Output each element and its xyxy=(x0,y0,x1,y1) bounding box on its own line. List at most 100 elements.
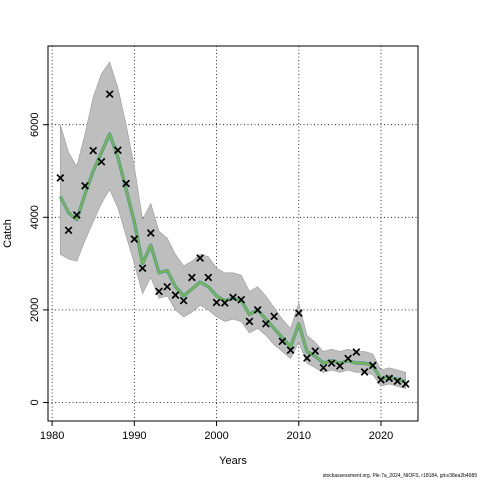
x-tick-label: 2020 xyxy=(369,430,393,442)
observed-point-stroke xyxy=(401,380,410,388)
observed-point xyxy=(89,146,98,155)
observed-point-stroke xyxy=(229,293,237,302)
observed-point xyxy=(163,282,172,291)
observed-point xyxy=(352,348,361,356)
observed-point-stroke xyxy=(270,312,279,321)
observed-point xyxy=(122,179,131,188)
observed-point-stroke xyxy=(171,291,180,299)
observed-point xyxy=(344,354,353,363)
observed-point xyxy=(204,273,213,282)
observed-point-stroke xyxy=(311,347,320,355)
observed-point-stroke xyxy=(327,359,336,368)
observed-point-stroke xyxy=(253,305,262,314)
observed-point xyxy=(393,377,402,386)
observed-point xyxy=(179,296,188,305)
observed-point-stroke xyxy=(138,264,147,273)
observed-point-stroke xyxy=(72,211,81,219)
observed-point-stroke xyxy=(360,368,369,376)
observed-point-stroke xyxy=(261,319,270,328)
observed-point-stroke xyxy=(319,363,328,372)
x-tick-label: 1980 xyxy=(40,430,64,442)
observed-point xyxy=(155,287,163,296)
observed-point-stroke xyxy=(278,337,287,346)
observed-point-stroke xyxy=(335,362,344,370)
observed-point xyxy=(377,375,385,384)
grid-lines xyxy=(48,46,418,421)
observed-point xyxy=(196,254,205,262)
confidence-band xyxy=(60,61,406,389)
observed-point xyxy=(97,157,106,166)
observed-point-stroke xyxy=(122,179,131,188)
observed-point-stroke xyxy=(105,90,114,99)
observed-point xyxy=(171,291,180,299)
observed-point xyxy=(237,295,246,304)
observed-point-stroke xyxy=(89,146,98,155)
observed-point xyxy=(146,229,155,237)
observed-point xyxy=(253,305,262,314)
observed-point-stroke xyxy=(56,174,65,182)
observed-point xyxy=(64,226,73,235)
observed-point xyxy=(311,347,320,355)
observed-point-stroke xyxy=(146,229,155,237)
source-caption: stockassessment.org, Ple.7a_2024_NIOFS, … xyxy=(323,473,477,479)
y-axis-title: Catch xyxy=(2,219,14,248)
observed-point-stroke xyxy=(113,146,122,155)
observed-point xyxy=(294,309,303,318)
observed-point xyxy=(385,374,394,383)
observed-point xyxy=(270,312,279,321)
observed-point xyxy=(113,146,122,155)
observed-point xyxy=(303,354,311,362)
observed-point xyxy=(245,317,254,326)
observed-point xyxy=(229,293,237,302)
plot-frame xyxy=(47,45,419,422)
observed-point xyxy=(81,181,89,190)
x-tick-label: 2010 xyxy=(287,430,311,442)
observed-point xyxy=(220,299,229,307)
observed-point-stroke xyxy=(155,287,163,296)
observed-point-stroke xyxy=(286,346,295,355)
observed-point xyxy=(319,363,328,372)
observed-point-stroke xyxy=(245,317,254,326)
observed-point xyxy=(72,211,81,219)
y-tick-label: 4000 xyxy=(29,205,41,229)
observed-point-stroke xyxy=(187,273,196,282)
observed-point xyxy=(286,346,295,355)
observed-point xyxy=(368,361,377,370)
observed-point-stroke xyxy=(130,235,139,243)
observed-point-stroke xyxy=(303,354,311,362)
observed-point-stroke xyxy=(179,296,188,305)
observed-point xyxy=(327,359,336,368)
observed-point-stroke xyxy=(237,295,246,304)
observed-point-stroke xyxy=(204,273,213,282)
observed-point xyxy=(56,174,65,182)
y-tick-label: 6000 xyxy=(29,112,41,136)
observed-point-stroke xyxy=(163,282,172,291)
x-axis-title: Years xyxy=(219,455,247,467)
observed-point xyxy=(401,380,410,388)
observed-point-stroke xyxy=(352,348,361,356)
observed-point xyxy=(187,273,196,282)
observed-point-stroke xyxy=(64,226,73,235)
y-tick-label: 0 xyxy=(29,399,41,405)
observed-point-stroke xyxy=(368,361,377,370)
observed-point-stroke xyxy=(196,254,205,262)
observed-point xyxy=(335,362,344,370)
observed-point xyxy=(278,337,287,346)
observed-point-stroke xyxy=(385,374,394,383)
observed-point xyxy=(212,298,221,307)
observed-point-stroke xyxy=(212,298,221,307)
observed-point-stroke xyxy=(377,375,385,384)
x-axis: 1980 1990 2000 2010 2020 xyxy=(40,421,393,442)
observed-point-stroke xyxy=(294,309,303,318)
y-tick-label: 2000 xyxy=(29,298,41,322)
observed-point-stroke xyxy=(220,299,229,307)
observed-point xyxy=(138,264,147,273)
observed-point-stroke xyxy=(344,354,353,363)
observed-point xyxy=(261,319,270,328)
x-tick-label: 2000 xyxy=(204,430,228,442)
observed-points xyxy=(56,90,410,388)
observed-point xyxy=(130,235,139,243)
observed-point-stroke xyxy=(81,181,89,190)
y-axis: 0 2000 4000 6000 xyxy=(29,112,48,406)
